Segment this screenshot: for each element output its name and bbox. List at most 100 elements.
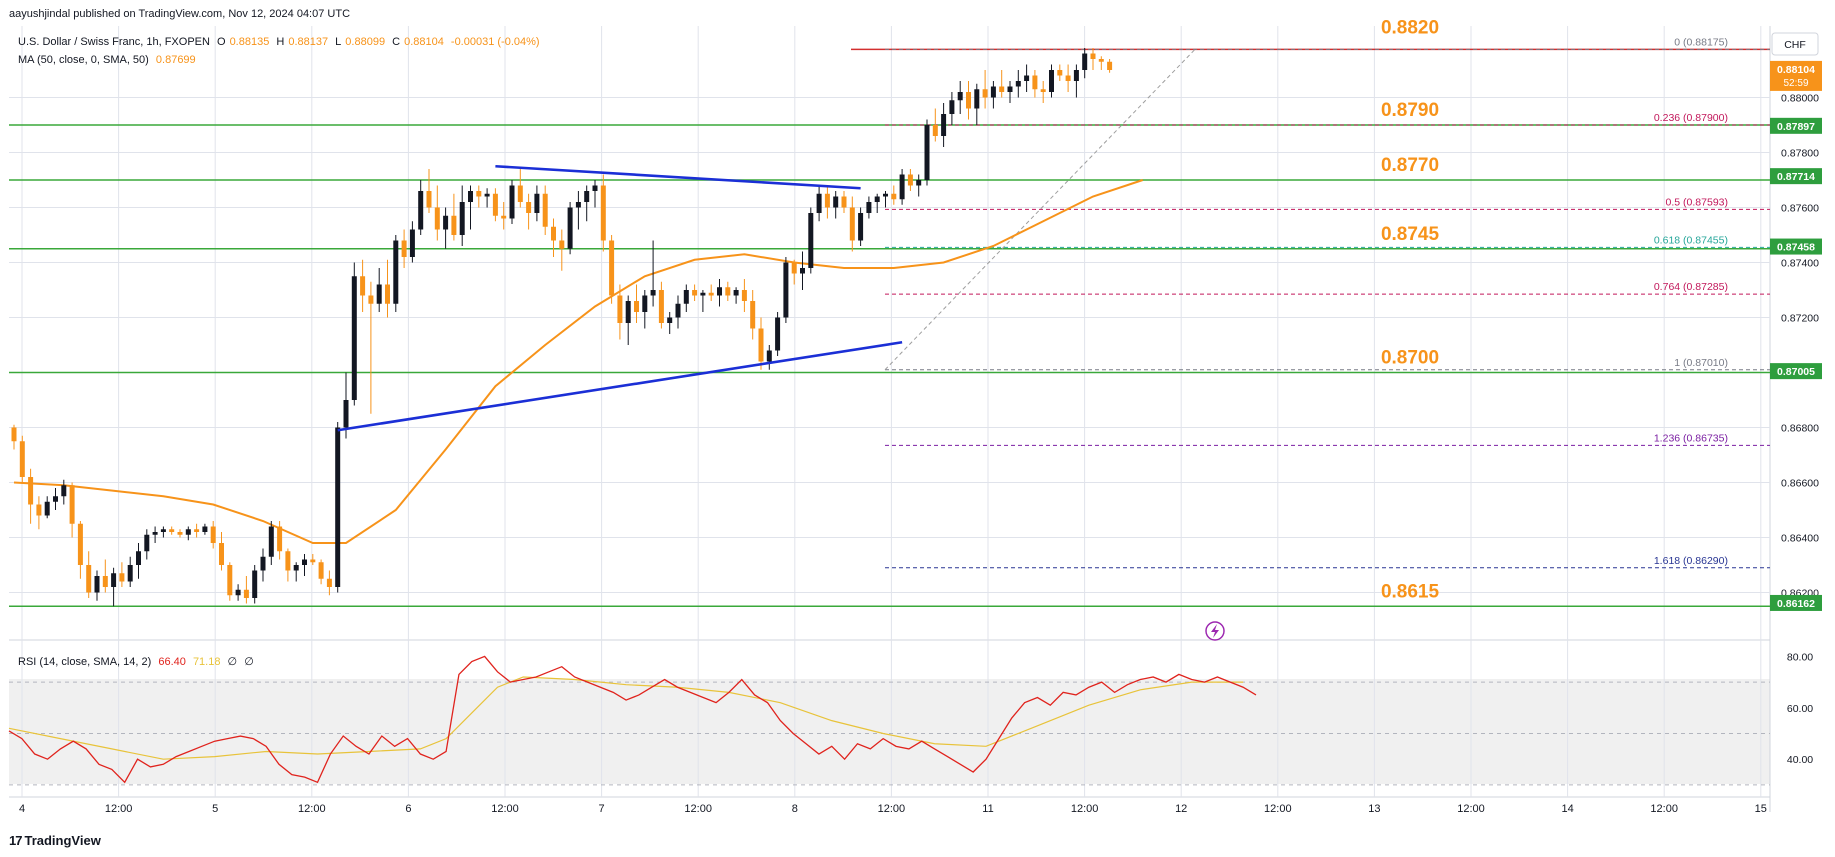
trend-line[interactable]	[495, 164, 861, 190]
candle-body[interactable]	[1090, 53, 1096, 60]
rsi-line[interactable]	[8, 655, 1257, 784]
tradingview-brand[interactable]: 17 TradingView	[9, 833, 101, 848]
candle-body[interactable]	[169, 529, 175, 532]
candle-body[interactable]	[634, 301, 639, 312]
candle-body[interactable]	[318, 562, 324, 579]
candle-body[interactable]	[409, 229, 415, 258]
candle-body[interactable]	[484, 193, 490, 197]
candle-body[interactable]	[758, 328, 764, 362]
candle-body[interactable]	[924, 125, 930, 180]
candle-body[interactable]	[44, 501, 50, 516]
candle-body[interactable]	[376, 284, 382, 304]
candle-body[interactable]	[609, 240, 615, 296]
candle-body[interactable]	[932, 125, 938, 136]
legend-ma[interactable]: MA (50, close, 0, SMA, 50) 0.87699	[18, 54, 200, 66]
candle-body[interactable]	[119, 573, 125, 582]
candle-body[interactable]	[1057, 70, 1063, 76]
candle-body[interactable]	[385, 284, 390, 304]
candle-body[interactable]	[468, 191, 473, 202]
candle-body[interactable]	[957, 92, 963, 101]
candle-body[interactable]	[741, 290, 747, 301]
candle-body[interactable]	[69, 485, 75, 524]
candle-body[interactable]	[667, 317, 673, 324]
candle-body[interactable]	[575, 202, 581, 208]
candle-body[interactable]	[907, 174, 913, 186]
candle-body[interactable]	[53, 496, 58, 502]
candle-body[interactable]	[260, 556, 266, 571]
candle-body[interactable]	[708, 292, 714, 296]
candle-body[interactable]	[1107, 61, 1113, 70]
candle-body[interactable]	[982, 89, 988, 98]
candle-body[interactable]	[725, 287, 731, 296]
candle-body[interactable]	[194, 529, 200, 532]
moving-average-line[interactable]	[13, 179, 1144, 544]
candle-body[interactable]	[343, 400, 349, 428]
candle-body[interactable]	[227, 565, 233, 596]
candle-body[interactable]	[841, 196, 847, 208]
candle-body[interactable]	[866, 202, 872, 213]
candle-body[interactable]	[700, 292, 706, 296]
rsi-ma-line[interactable]	[8, 676, 1244, 760]
candle-body[interactable]	[144, 534, 150, 552]
candle-body[interactable]	[999, 86, 1005, 93]
legend-rsi[interactable]: RSI (14, close, SMA, 14, 2) 66.40 71.18 …	[18, 655, 258, 668]
candle-body[interactable]	[592, 185, 598, 192]
candle-body[interactable]	[326, 578, 332, 587]
candle-body[interactable]	[418, 191, 424, 230]
candle-body[interactable]	[941, 114, 947, 136]
candle-body[interactable]	[750, 301, 756, 329]
candle-body[interactable]	[177, 532, 183, 535]
candle-body[interactable]	[534, 193, 540, 213]
rsi-label[interactable]: RSI (14, close, SMA, 14, 2)	[18, 656, 152, 668]
candle-body[interactable]	[808, 213, 814, 268]
candle-body[interactable]	[1073, 70, 1079, 81]
candle-body[interactable]	[567, 207, 573, 249]
candle-body[interactable]	[791, 262, 797, 274]
candle-body[interactable]	[824, 193, 830, 208]
candle-body[interactable]	[210, 526, 216, 544]
candle-body[interactable]	[451, 215, 457, 235]
candle-body[interactable]	[443, 215, 449, 230]
candle-body[interactable]	[160, 529, 166, 532]
candle-body[interactable]	[268, 526, 274, 557]
candle-body[interactable]	[966, 92, 971, 109]
candle-body[interactable]	[617, 295, 623, 324]
candle-body[interactable]	[36, 504, 42, 516]
candle-body[interactable]	[559, 240, 565, 249]
trend-line[interactable]	[337, 340, 903, 432]
candle-body[interactable]	[202, 526, 208, 533]
candle-body[interactable]	[517, 185, 523, 203]
candle-body[interactable]	[849, 207, 855, 241]
candle-body[interactable]	[360, 276, 366, 296]
candle-body[interactable]	[1082, 53, 1088, 71]
candle-body[interactable]	[883, 193, 888, 197]
ma-label[interactable]: MA (50, close, 0, SMA, 50)	[18, 54, 149, 66]
candle-body[interactable]	[28, 477, 34, 505]
candle-body[interactable]	[1007, 86, 1013, 93]
candle-body[interactable]	[1065, 75, 1071, 82]
candle-body[interactable]	[86, 565, 92, 593]
candle-body[interactable]	[77, 523, 83, 565]
candle-body[interactable]	[625, 301, 631, 323]
candle-body[interactable]	[783, 262, 789, 318]
candle-body[interactable]	[1098, 59, 1104, 62]
candle-body[interactable]	[1024, 75, 1030, 82]
candle-body[interactable]	[800, 268, 805, 274]
candle-body[interactable]	[990, 86, 996, 98]
candle-body[interactable]	[335, 427, 341, 588]
candle-body[interactable]	[102, 576, 108, 587]
candle-body[interactable]	[775, 317, 781, 351]
candle-body[interactable]	[476, 191, 482, 197]
candle-body[interactable]	[351, 276, 357, 400]
candle-body[interactable]	[310, 559, 316, 563]
candle-body[interactable]	[833, 196, 839, 208]
candle-body[interactable]	[916, 180, 922, 186]
candle-body[interactable]	[127, 565, 133, 582]
candle-body[interactable]	[235, 589, 241, 596]
candle-body[interactable]	[584, 191, 590, 202]
candle-body[interactable]	[111, 573, 117, 587]
candle-body[interactable]	[858, 213, 864, 241]
candle-body[interactable]	[501, 215, 507, 219]
candle-body[interactable]	[243, 589, 249, 598]
